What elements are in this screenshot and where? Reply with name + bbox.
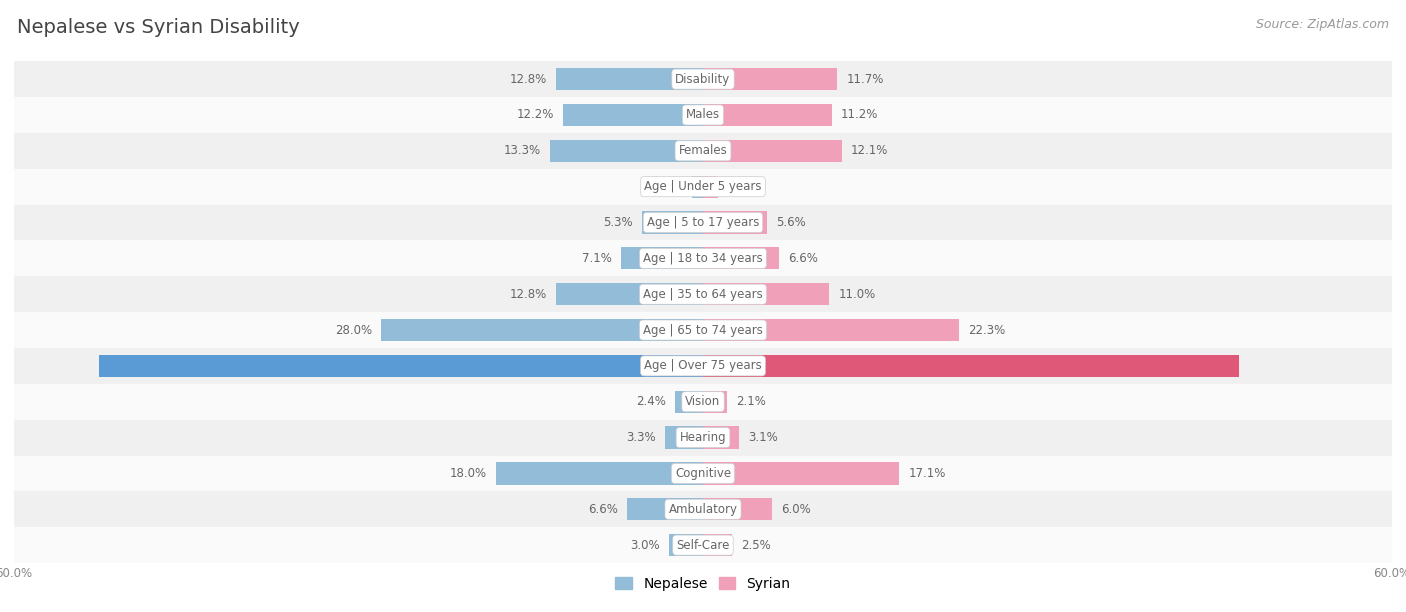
Text: Disability: Disability	[675, 73, 731, 86]
Bar	[703, 390, 727, 413]
Text: 6.6%: 6.6%	[787, 252, 818, 265]
Legend: Nepalese, Syrian: Nepalese, Syrian	[610, 571, 796, 596]
Text: Age | 5 to 17 years: Age | 5 to 17 years	[647, 216, 759, 229]
Bar	[14, 276, 1392, 312]
Bar	[14, 97, 1392, 133]
Text: Ambulatory: Ambulatory	[668, 503, 738, 516]
Bar	[555, 68, 703, 90]
Text: 52.6%: 52.6%	[654, 359, 692, 372]
Text: Age | 35 to 64 years: Age | 35 to 64 years	[643, 288, 763, 300]
Text: Age | Under 5 years: Age | Under 5 years	[644, 180, 762, 193]
Text: 11.7%: 11.7%	[846, 73, 884, 86]
Bar	[14, 527, 1392, 563]
Bar	[703, 104, 831, 126]
Bar	[669, 534, 703, 556]
Text: 3.3%: 3.3%	[626, 431, 657, 444]
Text: 0.97%: 0.97%	[645, 180, 683, 193]
Bar	[703, 534, 731, 556]
Text: 22.3%: 22.3%	[969, 324, 1005, 337]
Bar	[703, 462, 900, 485]
Bar	[14, 241, 1392, 276]
Bar	[627, 498, 703, 520]
Bar	[14, 169, 1392, 204]
Bar	[703, 355, 1239, 377]
Text: 12.1%: 12.1%	[851, 144, 889, 157]
Bar	[692, 176, 703, 198]
Bar	[14, 133, 1392, 169]
Bar	[14, 420, 1392, 455]
Text: 1.3%: 1.3%	[727, 180, 756, 193]
Bar	[14, 312, 1392, 348]
Text: 5.3%: 5.3%	[603, 216, 633, 229]
Text: 17.1%: 17.1%	[908, 467, 946, 480]
Text: 12.2%: 12.2%	[516, 108, 554, 121]
Bar	[675, 390, 703, 413]
Text: 2.1%: 2.1%	[737, 395, 766, 408]
Text: Hearing: Hearing	[679, 431, 727, 444]
Bar	[703, 68, 838, 90]
Text: 6.6%: 6.6%	[588, 503, 619, 516]
Bar	[703, 176, 718, 198]
Bar	[703, 140, 842, 162]
Text: 18.0%: 18.0%	[450, 467, 486, 480]
Text: 13.3%: 13.3%	[503, 144, 541, 157]
Text: Self-Care: Self-Care	[676, 539, 730, 551]
Bar	[621, 247, 703, 269]
Bar	[381, 319, 703, 341]
Text: 3.1%: 3.1%	[748, 431, 778, 444]
Text: Source: ZipAtlas.com: Source: ZipAtlas.com	[1256, 18, 1389, 31]
Text: Nepalese vs Syrian Disability: Nepalese vs Syrian Disability	[17, 18, 299, 37]
Text: 5.6%: 5.6%	[776, 216, 806, 229]
Text: Cognitive: Cognitive	[675, 467, 731, 480]
Bar	[14, 455, 1392, 491]
Text: 12.8%: 12.8%	[509, 288, 547, 300]
Bar	[496, 462, 703, 485]
Bar	[14, 384, 1392, 420]
Text: 12.8%: 12.8%	[509, 73, 547, 86]
Bar	[703, 319, 959, 341]
Text: 28.0%: 28.0%	[335, 324, 373, 337]
Bar	[14, 491, 1392, 527]
Text: 7.1%: 7.1%	[582, 252, 612, 265]
Text: 2.5%: 2.5%	[741, 539, 770, 551]
Bar	[14, 61, 1392, 97]
Bar	[14, 348, 1392, 384]
Bar	[665, 427, 703, 449]
Text: 3.0%: 3.0%	[630, 539, 659, 551]
Bar	[14, 204, 1392, 241]
Text: 2.4%: 2.4%	[637, 395, 666, 408]
Text: 11.0%: 11.0%	[838, 288, 876, 300]
Text: Age | Over 75 years: Age | Over 75 years	[644, 359, 762, 372]
Bar	[562, 104, 703, 126]
Text: Females: Females	[679, 144, 727, 157]
Text: Males: Males	[686, 108, 720, 121]
Bar	[550, 140, 703, 162]
Bar	[555, 283, 703, 305]
Text: Age | 65 to 74 years: Age | 65 to 74 years	[643, 324, 763, 337]
Text: Age | 18 to 34 years: Age | 18 to 34 years	[643, 252, 763, 265]
Text: 11.2%: 11.2%	[841, 108, 879, 121]
Text: Vision: Vision	[685, 395, 721, 408]
Bar	[703, 283, 830, 305]
Bar	[98, 355, 703, 377]
Bar	[703, 211, 768, 234]
Text: 46.7%: 46.7%	[714, 359, 752, 372]
Bar	[643, 211, 703, 234]
Bar	[703, 427, 738, 449]
Bar	[703, 498, 772, 520]
Text: 6.0%: 6.0%	[782, 503, 811, 516]
Bar	[703, 247, 779, 269]
